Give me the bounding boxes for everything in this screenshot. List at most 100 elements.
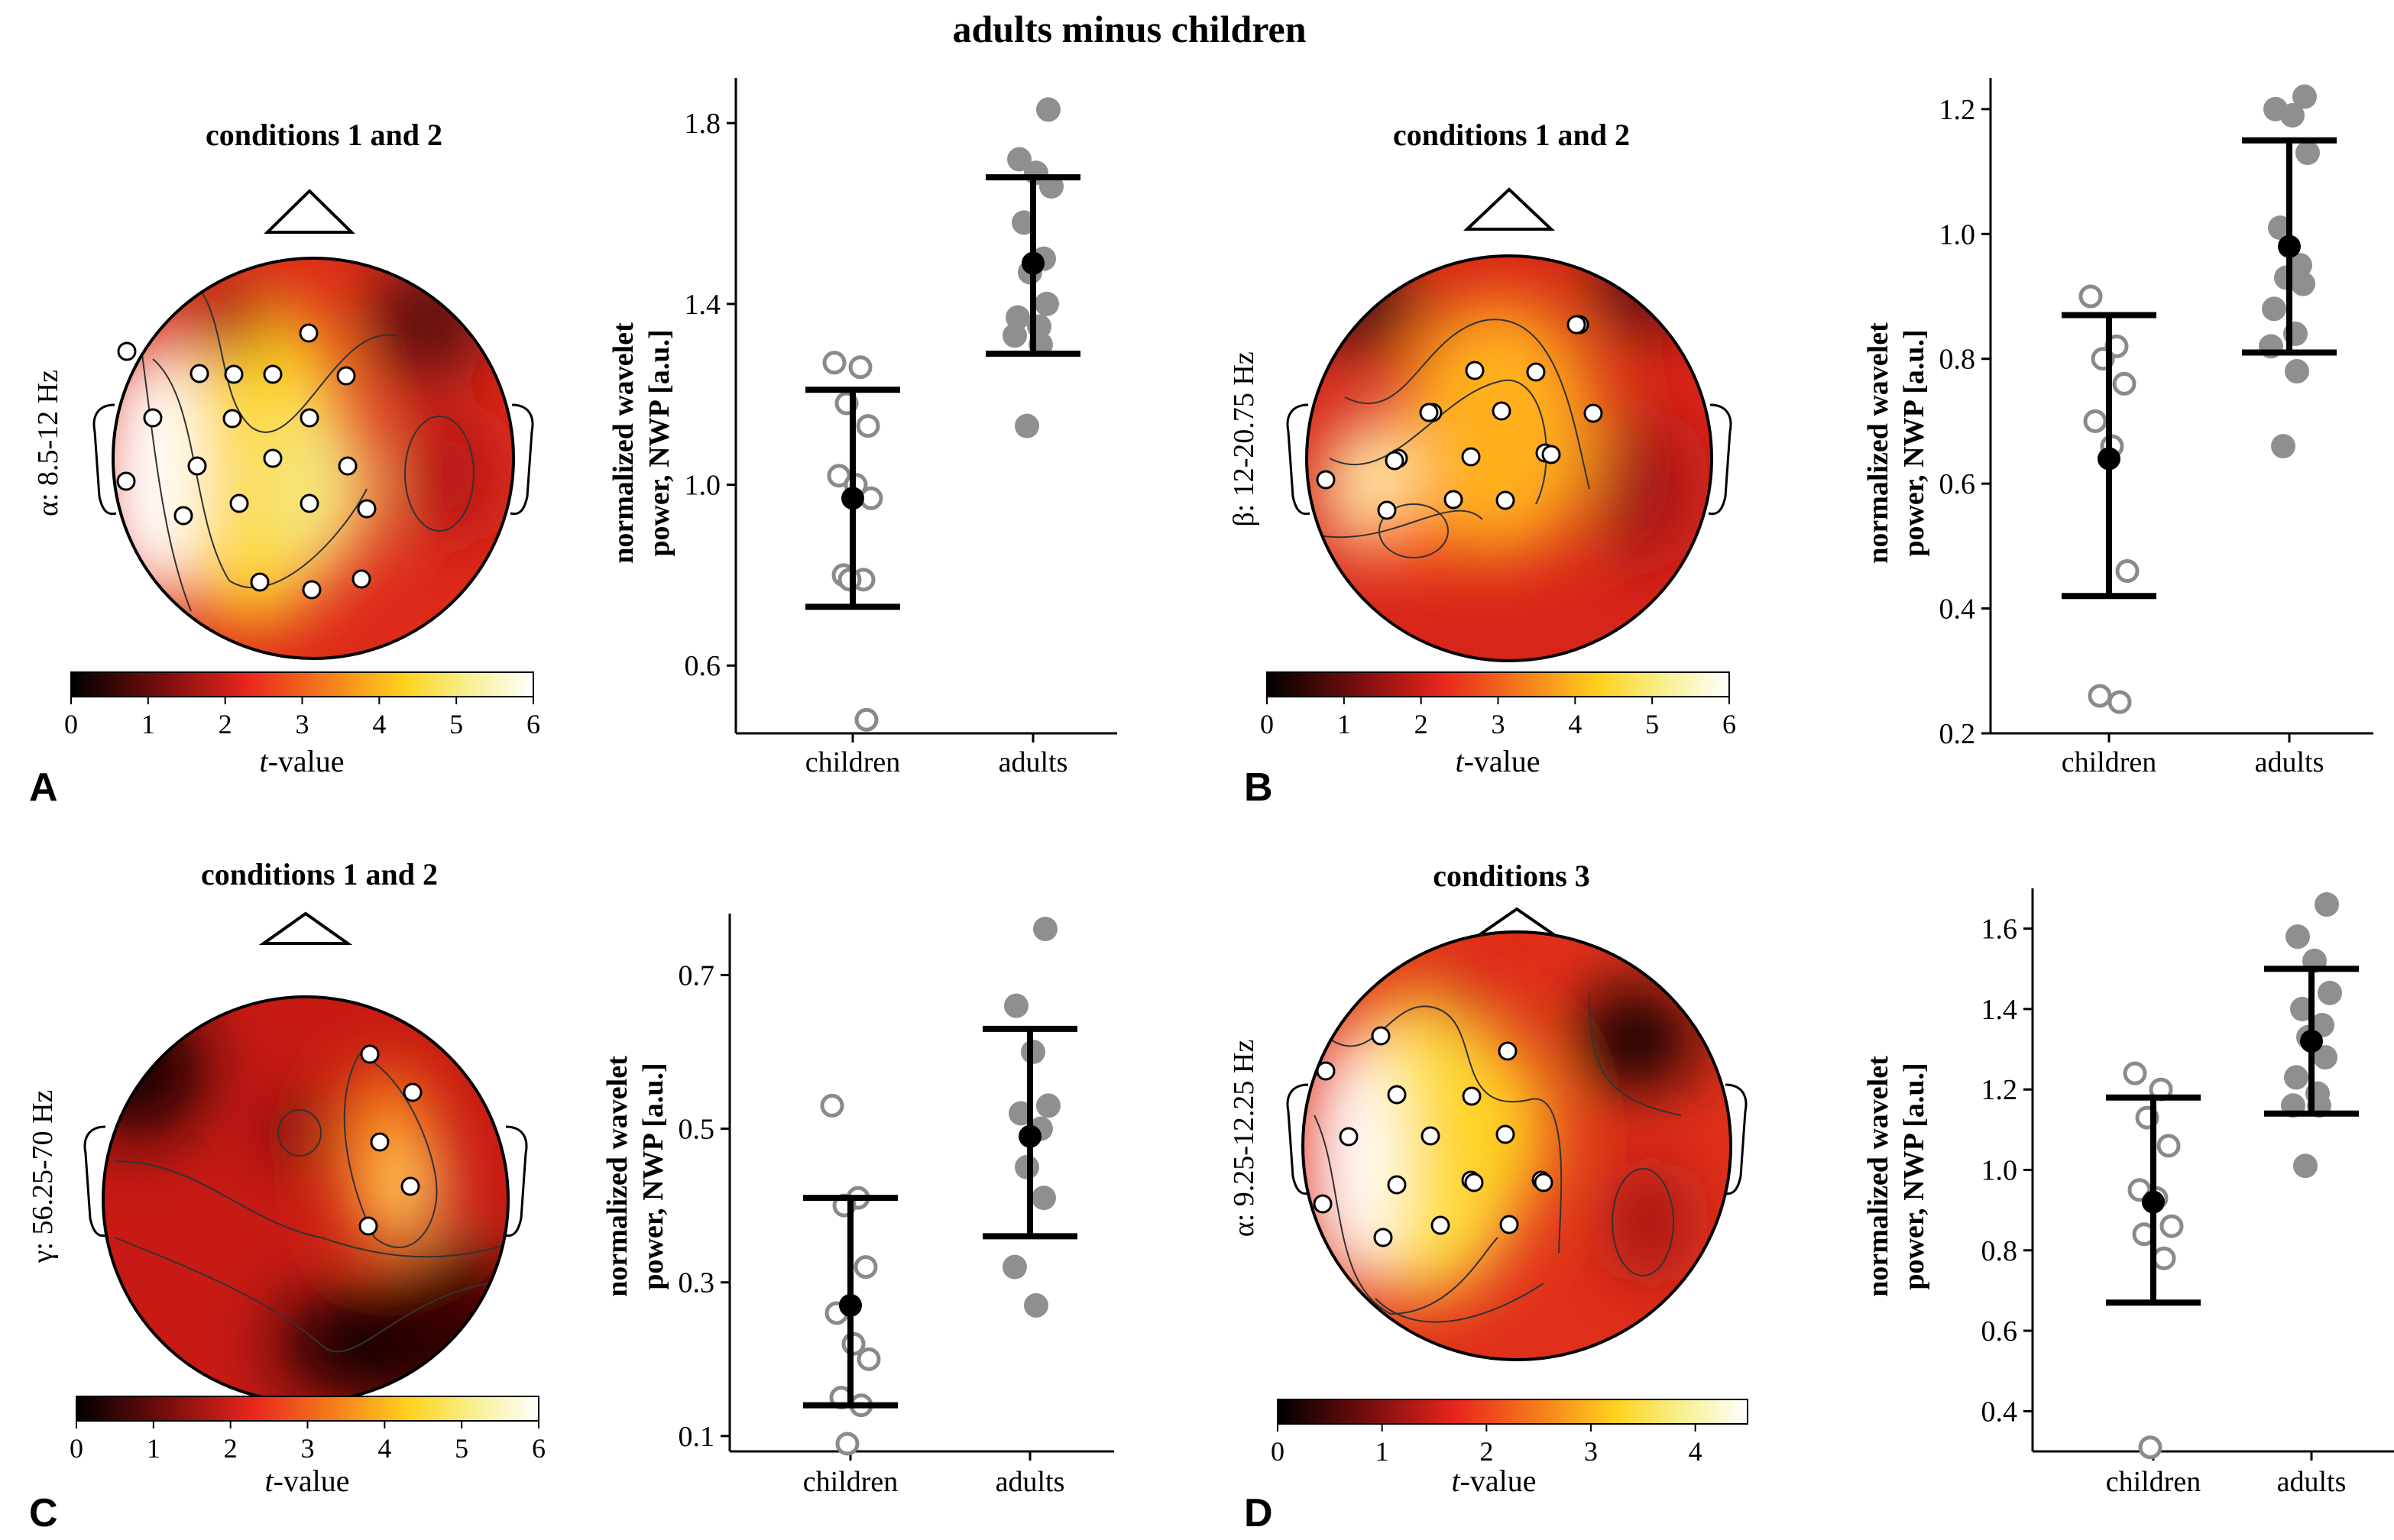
panel-letter-a: A	[29, 765, 58, 810]
colorbar-c: 0 1 2 3 4 5 6 t-value	[70, 1396, 546, 1498]
colorbar-tick-label: 0	[70, 1433, 83, 1464]
y-tick-label: 0.1	[679, 1421, 715, 1453]
point-adults	[1004, 993, 1029, 1018]
band-label-c: γ: 56.25-70 Hz	[27, 1090, 59, 1264]
band-label-b: β: 12-20.75 Hz	[1228, 351, 1260, 526]
significant-electrode	[370, 1132, 390, 1152]
significant-electrode	[300, 493, 319, 513]
point-adults	[2285, 359, 2309, 384]
topomap-a	[92, 189, 534, 660]
electrodes-d	[1313, 1026, 1553, 1247]
colorbar-c-label: t-value	[264, 1464, 349, 1498]
significant-electrode	[1316, 1061, 1336, 1081]
significant-electrode	[1387, 1085, 1407, 1105]
x-tick-label-children: children	[2062, 746, 2157, 778]
y-tick-label: 0.2	[1939, 718, 1976, 750]
significant-electrode	[116, 471, 136, 491]
point-adults	[2318, 980, 2342, 1005]
point-adults	[1007, 147, 1032, 172]
point-adults	[2292, 84, 2317, 109]
mean-adults	[2300, 1030, 2323, 1053]
significant-electrode	[250, 572, 270, 592]
significant-electrode	[1499, 1215, 1519, 1234]
significant-electrode	[1461, 447, 1481, 467]
left-ear-c	[83, 1125, 108, 1238]
significant-electrode	[1492, 401, 1511, 421]
x-tick-label-adults: adults	[999, 746, 1068, 778]
x-tick-label-children: children	[2106, 1466, 2201, 1498]
topomap-d	[1286, 907, 1748, 1361]
point-adults	[1036, 1093, 1061, 1118]
colorbar-tick-label: 1	[1375, 1436, 1389, 1467]
point-children	[854, 707, 879, 732]
topomap-c-title: conditions 1 and 2	[201, 857, 438, 891]
y-tick-label: 1.6	[1981, 914, 2018, 946]
point-children	[820, 1093, 844, 1118]
y-tick-label: 1.4	[685, 289, 721, 321]
y-tick-label: 1.4	[1981, 994, 2018, 1026]
significant-electrode	[1371, 1026, 1391, 1046]
significant-electrode	[1534, 1173, 1553, 1192]
left-ear-b	[1286, 403, 1310, 516]
colorbar-tick-label: 5	[1645, 709, 1659, 739]
colorbar-tick-label: 3	[301, 1433, 315, 1464]
nose-c	[258, 911, 353, 945]
significant-electrode	[300, 408, 319, 428]
significant-electrode	[302, 580, 322, 600]
y-tick-label: 1.2	[1981, 1074, 2018, 1106]
colorbar-a-label: t-value	[259, 744, 344, 778]
significant-electrode	[224, 364, 244, 384]
point-adults	[2313, 1045, 2337, 1070]
scatter-c: 0.1 0.3 0.5 0.7 children adults	[679, 914, 1114, 1498]
significant-electrode	[1313, 1194, 1333, 1214]
significant-electrode	[338, 456, 358, 476]
point-children	[857, 1347, 881, 1371]
point-adults	[1006, 305, 1030, 330]
significant-electrode	[1430, 1215, 1450, 1235]
colorbar-tick-label: 3	[1492, 709, 1505, 739]
colorbar-tick-label: 0	[64, 709, 78, 739]
significant-electrode	[400, 1176, 420, 1196]
y-tick-label: 0.6	[1939, 468, 1976, 500]
colorbar-tick-label: 4	[372, 709, 386, 739]
electrodes-a	[116, 323, 377, 600]
colorbar-tick-label: 1	[147, 1433, 160, 1464]
mean-children	[2098, 447, 2120, 471]
significant-electrode	[1387, 1175, 1407, 1195]
significant-electrode	[229, 493, 249, 513]
significant-electrode	[299, 323, 319, 343]
colorbar-tick-label: 0	[1271, 1436, 1284, 1467]
significant-electrode	[1566, 315, 1586, 335]
band-label-a: α: 8.5-12 Hz	[32, 370, 64, 516]
y-tick-label: 0.5	[679, 1114, 715, 1146]
mean-children	[2142, 1190, 2165, 1214]
point-adults	[1035, 291, 1059, 316]
point-adults	[2291, 271, 2315, 296]
significant-electrode	[1419, 403, 1439, 422]
point-adults	[1024, 1292, 1048, 1318]
colorbar-tick-label: 4	[377, 1433, 391, 1464]
colorbar-tick-label: 2	[1414, 709, 1428, 739]
significant-electrode	[190, 364, 209, 383]
point-adults	[1003, 1254, 1027, 1280]
panel-c: conditions 1 and 2 γ: 56.25-70 Hz	[27, 857, 1114, 1535]
point-adults	[1033, 917, 1058, 942]
significant-electrode	[1465, 361, 1485, 380]
y-tick-label: 0.8	[1981, 1235, 2018, 1267]
left-ear-a	[92, 403, 117, 516]
topomap-c	[83, 911, 528, 1403]
point-children	[2156, 1134, 2181, 1158]
significant-electrode	[173, 506, 193, 526]
y-tick-label: 1.8	[685, 108, 721, 140]
colorbar-b-label: t-value	[1455, 744, 1540, 778]
y-tick-label: 0.3	[679, 1267, 715, 1299]
point-children	[2083, 409, 2107, 433]
significant-electrode	[1495, 490, 1515, 510]
panel-letter-d: D	[1244, 1491, 1273, 1535]
panel-a: conditions 1 and 2 α: 8.5-12 Hz	[29, 78, 1117, 810]
x-tick-label-children: children	[805, 746, 901, 778]
significant-electrode	[1385, 451, 1404, 471]
y-tick-label: 0.8	[1939, 344, 1976, 376]
mean-children	[841, 487, 864, 510]
y-tick-label: 0.4	[1981, 1396, 2018, 1428]
